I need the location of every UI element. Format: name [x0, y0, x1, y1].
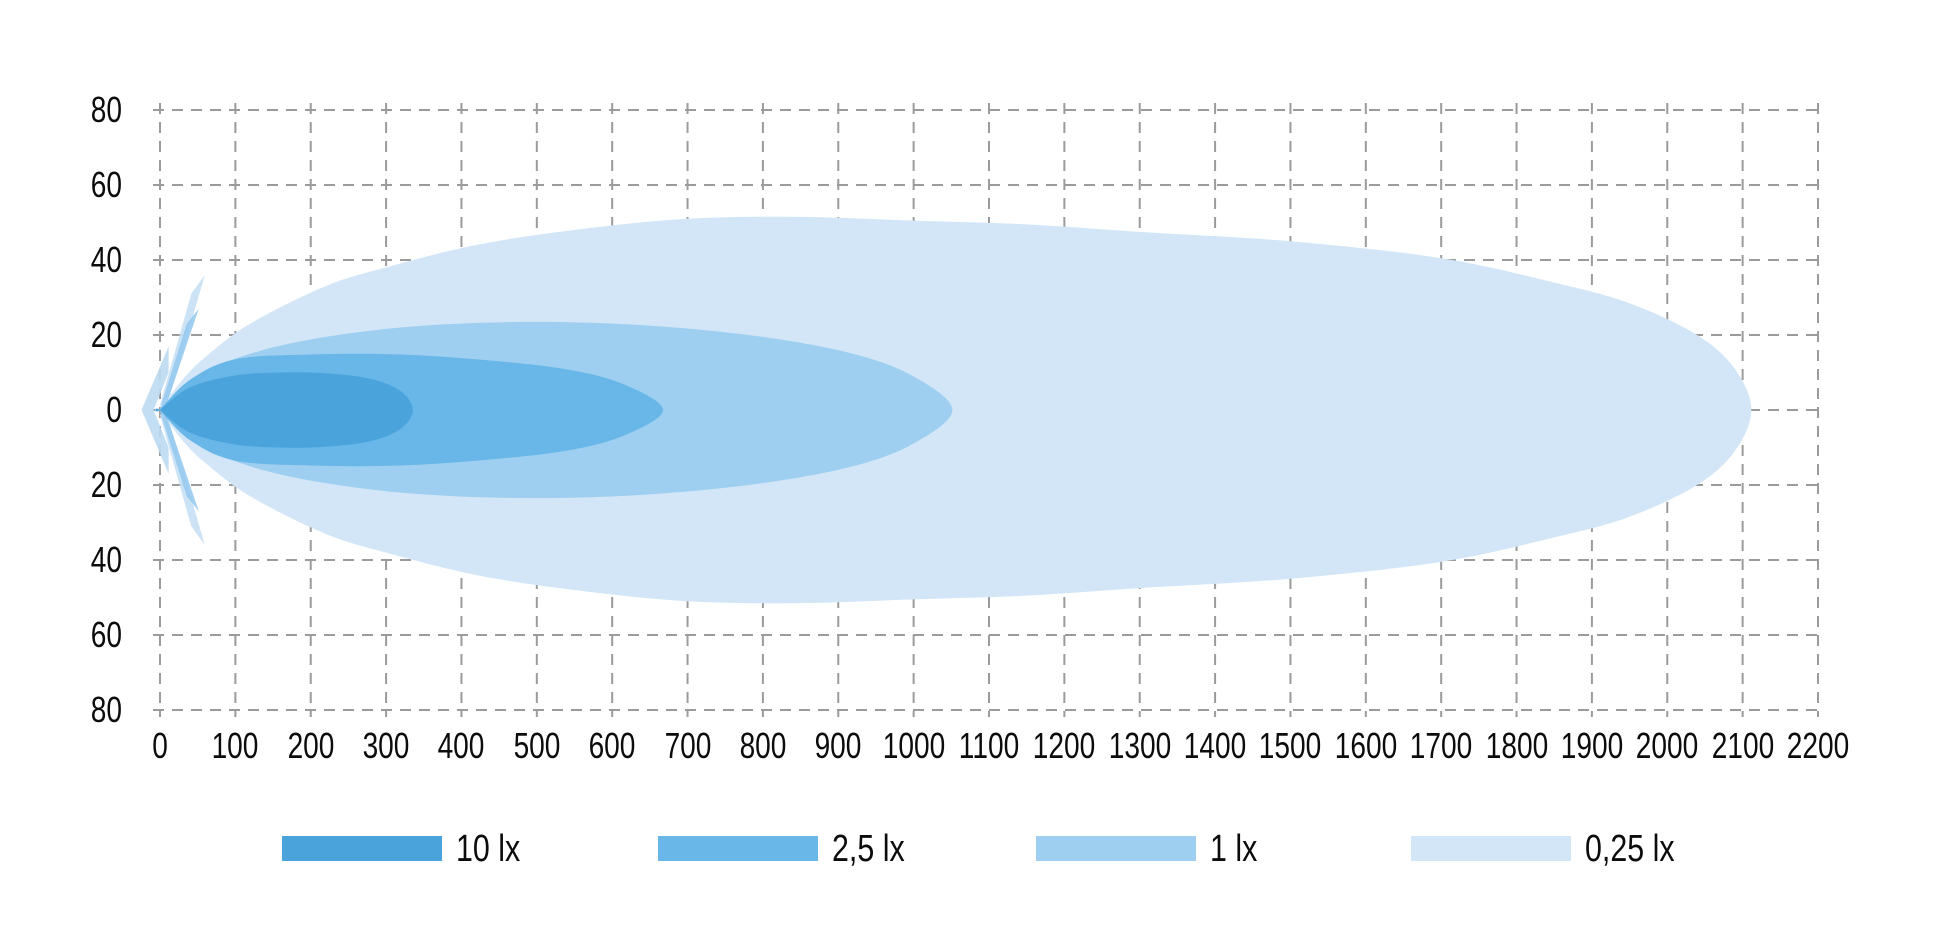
x-tick-label: 1800	[1485, 725, 1548, 766]
legend-swatch	[658, 836, 818, 861]
legend-label: 10 lx	[456, 828, 521, 870]
beam-0_25lx	[157, 216, 1752, 604]
y-tick-label: 0	[106, 389, 122, 430]
x-tick-label: 800	[739, 725, 787, 766]
legend-item: 1 lx	[1036, 830, 1396, 868]
legend-item: 2,5 lx	[658, 830, 1018, 868]
x-tick-label: 900	[814, 725, 862, 766]
y-tick-label: 80	[90, 89, 122, 130]
x-tick-label: 200	[287, 725, 335, 766]
light-source-arrow	[141, 346, 170, 474]
x-tick-label: 1700	[1409, 725, 1473, 766]
x-tick-label: 2200	[1786, 725, 1850, 766]
x-tick-label: 1600	[1334, 725, 1398, 766]
light-source-flare-inner	[159, 410, 200, 512]
beam-shapes	[141, 216, 1752, 604]
legend-swatch	[282, 836, 442, 861]
x-tick-label: 1100	[958, 725, 1020, 766]
x-tick-label: 1400	[1183, 725, 1247, 766]
x-tick-label: 100	[211, 725, 259, 766]
x-tick-label: 1500	[1259, 725, 1322, 766]
y-tick-label: 60	[90, 164, 122, 205]
legend-swatch	[1411, 836, 1571, 861]
x-tick-label: 2000	[1636, 725, 1699, 766]
x-tick-label: 700	[664, 725, 711, 766]
legend-label: 2,5 lx	[832, 828, 905, 870]
y-tick-label: 20	[90, 464, 122, 505]
x-tick-label: 0	[152, 725, 168, 766]
y-tick-label: 60	[90, 614, 122, 655]
x-tick-label: 500	[513, 725, 561, 766]
beam-10lx	[156, 372, 414, 448]
legend-label: 0,25 lx	[1585, 828, 1675, 870]
x-tick-label: 1300	[1108, 725, 1171, 766]
x-tick-label: 400	[438, 725, 485, 766]
legend-item: 10 lx	[282, 830, 642, 868]
x-tick-label: 300	[362, 725, 410, 766]
legend-label: 1 lx	[1210, 828, 1258, 870]
x-tick-label: 1200	[1033, 725, 1096, 766]
light-source-flare-inner	[159, 308, 200, 410]
legend-swatch	[1036, 836, 1196, 861]
x-tick-label: 2100	[1711, 725, 1774, 766]
x-tick-label: 600	[588, 725, 636, 766]
x-tick-label: 1900	[1560, 725, 1624, 766]
legend-item: 0,25 lx	[1411, 830, 1771, 868]
y-tick-label: 40	[90, 239, 122, 280]
x-tick-label: 1000	[882, 725, 945, 766]
y-tick-label: 40	[90, 539, 122, 580]
y-tick-label: 80	[90, 689, 122, 730]
y-tick-label: 20	[90, 314, 122, 355]
